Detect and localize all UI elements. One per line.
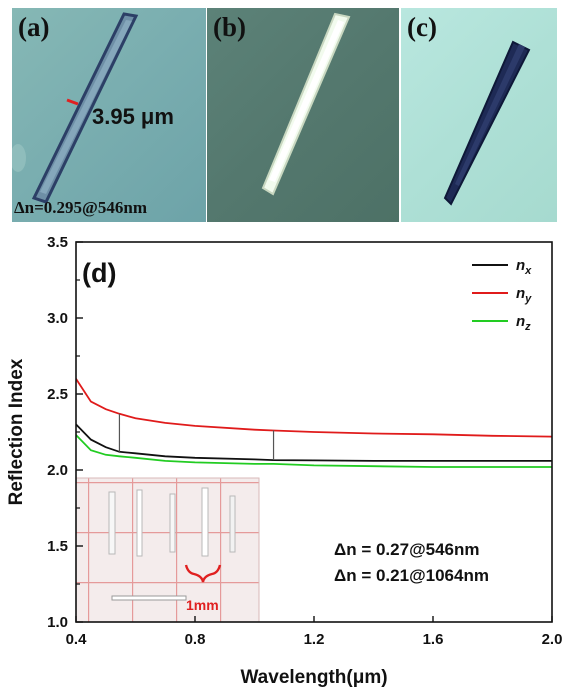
refractive-index-chart: 1mm (d) nx ny nz Δn = 0.27@546nm Δn = 0.21… xyxy=(6,234,563,688)
legend-label-nx: nx xyxy=(516,257,532,277)
legend-label-ny: ny xyxy=(516,285,532,305)
crystal-b-image xyxy=(261,12,351,196)
annotation-546: Δn = 0.27@546nm xyxy=(334,540,480,559)
y-tick-label: 2.5 xyxy=(47,386,68,403)
panel-label-c: (c) xyxy=(407,12,437,42)
panel-label-d: (d) xyxy=(82,258,116,288)
x-tick-label: 0.8 xyxy=(185,631,206,648)
panel-label-a: (a) xyxy=(18,12,50,42)
chart-legend: nx ny nz xyxy=(472,257,532,333)
y-axis-label: Reflection Index xyxy=(6,358,27,505)
series-line-nx xyxy=(76,423,552,462)
width-measurement: 3.95 μm xyxy=(92,104,174,129)
x-tick-label: 1.2 xyxy=(304,631,325,648)
legend-label-nz: nz xyxy=(516,313,531,333)
width-marker xyxy=(66,98,79,106)
y-tick-label: 3.0 xyxy=(47,310,68,327)
birefringence-label-a: Δn=0.295@546nm xyxy=(14,198,147,217)
x-tick-label: 1.6 xyxy=(423,631,444,648)
y-tick-label: 1.0 xyxy=(47,614,68,631)
y-tick-label: 2.0 xyxy=(47,462,68,479)
inset-photo: 1mm xyxy=(75,477,260,623)
annotation-1064: Δn = 0.21@1064nm xyxy=(334,566,489,585)
y-tick-label: 1.5 xyxy=(47,538,68,555)
x-axis-label: Wavelength(μm) xyxy=(240,667,387,688)
series-line-nz xyxy=(76,434,552,468)
micrograph-panel-a: (a) 3.95 μm Δn=0.295@546nm xyxy=(12,8,206,222)
y-tick-label: 3.5 xyxy=(47,234,68,251)
x-tick-label: 2.0 xyxy=(542,631,563,648)
series-line-ny xyxy=(76,378,552,438)
micrograph-panel-c: (c) xyxy=(401,8,557,222)
crystal-a-image xyxy=(12,12,139,204)
inset-scale-label: 1mm xyxy=(186,597,219,613)
crystal-c-image xyxy=(443,40,531,206)
panel-label-b: (b) xyxy=(213,12,246,42)
x-tick-label: 0.4 xyxy=(66,631,88,648)
micrograph-panel-b: (b) xyxy=(207,8,399,222)
